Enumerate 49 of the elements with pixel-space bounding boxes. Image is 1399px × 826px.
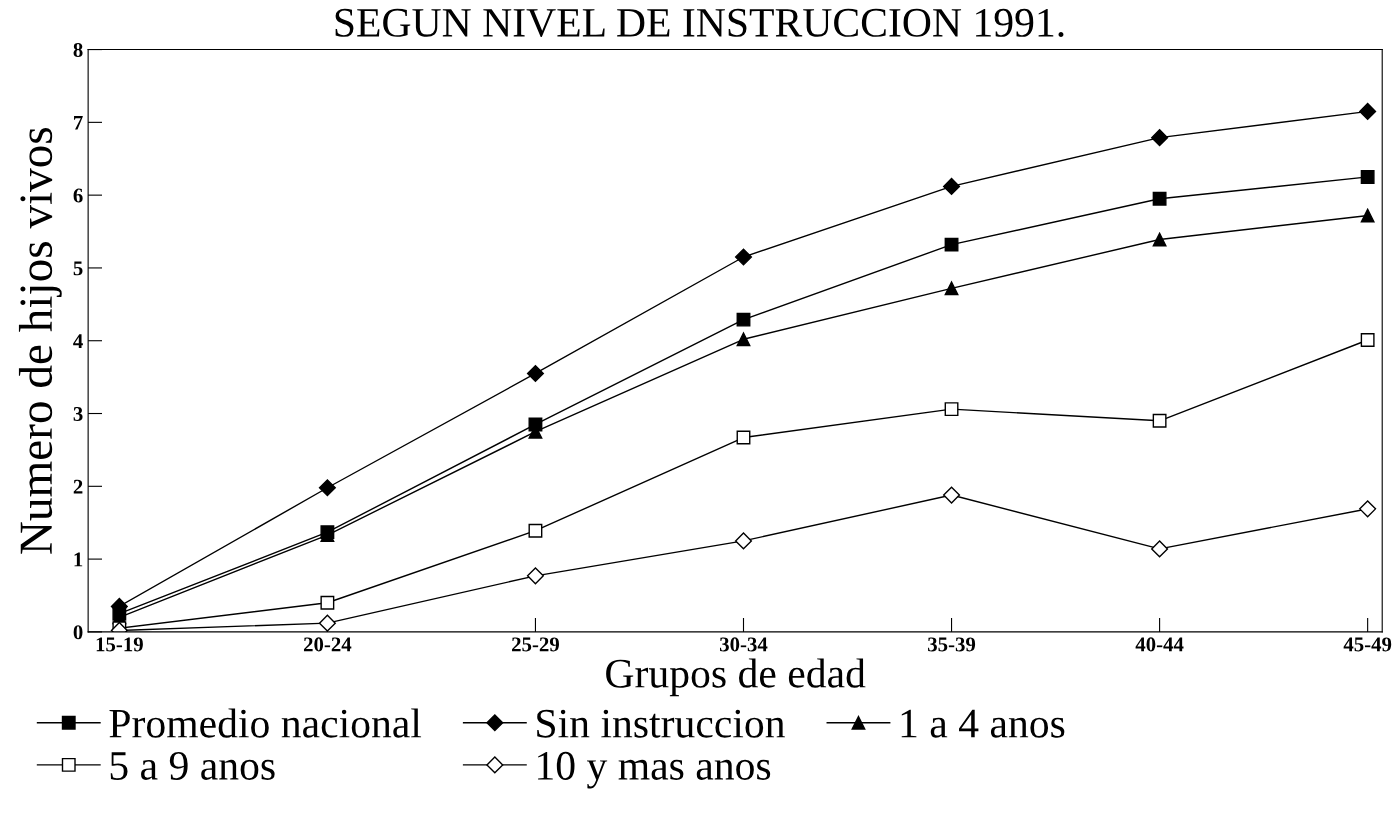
point	[944, 402, 959, 417]
legend-label: 10 y mas anos	[538, 751, 771, 789]
point	[1360, 208, 1375, 223]
x-tick-label: 25-29	[512, 637, 559, 652]
x-tick-label: 20-24	[303, 637, 352, 652]
x-tick-label: 35-39	[928, 637, 976, 652]
point	[944, 281, 959, 296]
y-tick-label: 5	[73, 261, 83, 276]
point	[1359, 102, 1377, 120]
point	[1359, 500, 1377, 518]
point	[526, 364, 544, 383]
point	[1152, 413, 1167, 428]
y-tick-label: 1	[74, 552, 83, 567]
x-tick-label: 45-49	[1343, 637, 1392, 652]
y-tick-label: 7	[74, 115, 83, 130]
y-tick-label: 0	[73, 625, 83, 640]
legend-label: Sin instruccion	[537, 709, 785, 738]
point	[942, 486, 961, 504]
point	[1360, 169, 1375, 184]
point	[320, 595, 335, 610]
y-tick-label: 4	[73, 334, 83, 348]
x-tick-label: 40-44	[1135, 637, 1184, 652]
point	[944, 237, 959, 252]
point	[734, 532, 753, 550]
point	[736, 312, 751, 327]
point	[736, 332, 751, 347]
chart-title: SEGUN NIVEL DE INSTRUCCION 1991.	[335, 8, 1064, 38]
point	[1152, 232, 1167, 247]
point	[734, 248, 753, 266]
point	[528, 523, 543, 538]
legend-label: 1 a 4 anos	[901, 709, 1065, 738]
point	[1152, 191, 1167, 206]
legend-label: Promedio nacional	[109, 708, 422, 738]
y-tick-label: 8	[73, 42, 83, 57]
point	[1151, 129, 1169, 147]
x-tick-label: 15-19	[96, 637, 143, 652]
point	[318, 479, 336, 497]
point	[526, 567, 544, 585]
point	[1360, 333, 1375, 347]
y-tick-label: 6	[73, 188, 83, 203]
legend-label: 5 a 9 anos	[110, 751, 275, 780]
x-tick-label: 30-34	[719, 637, 768, 652]
x-axis-title: Grupos de edad	[606, 658, 866, 697]
point	[942, 177, 961, 195]
y-axis-title: Numero de hijos vivos	[18, 127, 62, 554]
point	[1151, 540, 1169, 558]
y-tick-label: 2	[73, 479, 83, 494]
point	[318, 614, 336, 632]
y-tick-label: 3	[73, 406, 83, 421]
